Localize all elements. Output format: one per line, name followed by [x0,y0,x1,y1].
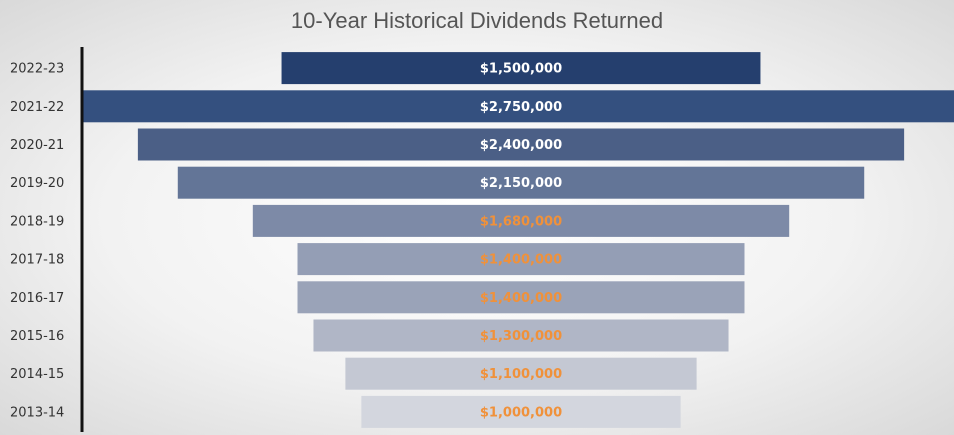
category-label: 2015-16 [10,329,64,344]
bar [137,128,905,161]
bar [345,357,697,390]
category-label: 2022-23 [10,62,64,77]
data-label: $1,400,000 [480,253,562,268]
category-label: 2018-19 [10,214,64,229]
bar [82,90,954,123]
data-label: $1,500,000 [480,62,562,77]
category-label: 2014-15 [10,367,64,382]
bar [177,166,865,199]
category-label: 2017-18 [10,253,64,268]
bar [281,52,761,85]
category-label: 2019-20 [10,176,64,191]
bar [297,243,745,276]
bar [252,204,790,237]
category-label: 2020-21 [10,138,64,153]
bar [313,319,729,352]
category-label: 2013-14 [10,405,64,420]
data-label: $2,400,000 [480,138,562,153]
data-label: $1,680,000 [480,214,562,229]
data-label: $1,000,000 [480,405,562,420]
data-label: $1,300,000 [480,329,562,344]
bar [297,281,745,314]
category-label: 2016-17 [10,291,64,306]
data-label: $1,100,000 [480,367,562,382]
data-label: $2,150,000 [480,176,562,191]
chart-title: 10-Year Historical Dividends Returned [291,8,663,33]
category-label: 2021-22 [10,100,64,115]
data-label: $2,750,000 [480,100,562,115]
bar [361,395,681,428]
data-label: $1,400,000 [480,291,562,306]
